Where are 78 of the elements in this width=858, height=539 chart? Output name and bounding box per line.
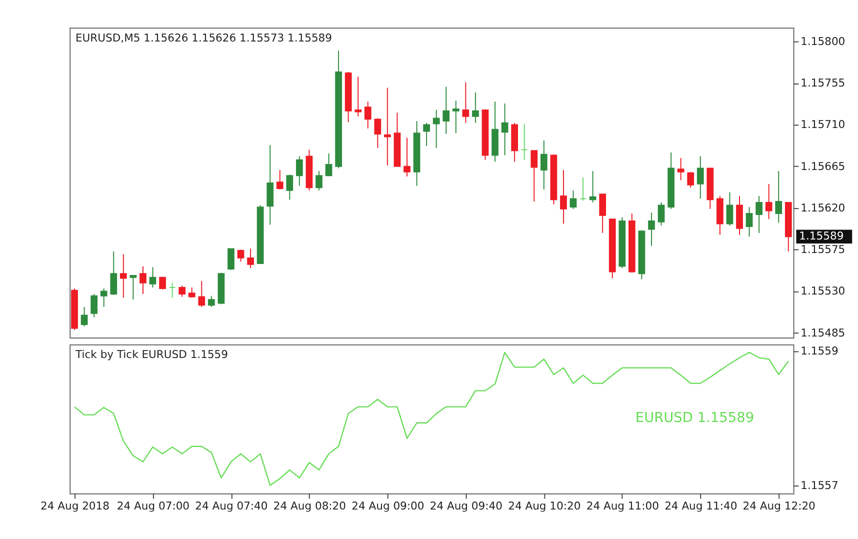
text: 1.15589 [799,230,844,243]
candlestick [130,275,137,300]
candlestick [159,276,166,290]
candlestick [530,150,538,202]
candlestick [374,118,382,148]
candlestick [452,100,460,134]
x-tick-label: 24 Aug 07:40 [195,500,268,513]
candlestick [168,282,176,298]
candlestick [384,87,391,166]
y-tick-label: 1.1559 [800,344,838,358]
candlestick [198,280,206,308]
candlestick [266,144,274,226]
candlestick [316,170,322,191]
chart-title: Tick by Tick EURUSD 1.1559 [74,348,228,362]
candlestick [120,254,127,298]
chart-title: EURUSD,M5 1.15626 1.15626 1.15573 1.15589 [76,31,332,44]
candlestick [570,190,577,210]
candlestick [247,248,254,269]
candlestick [423,122,430,147]
annotation: EURUSD 1.15589 [635,410,754,426]
candlestick [599,194,606,234]
candlestick [442,86,450,134]
line-series [74,352,789,486]
candlestick [775,170,782,224]
candlestick [501,102,508,156]
y-tick-label: 1.1557 [800,478,838,492]
candlestick [726,192,734,226]
x-tick-label: 24 Aug 09:40 [430,500,503,513]
y-tick-label: 1.15710 [800,118,846,132]
candlestick [364,101,372,129]
y-tick-label: 1.15800 [800,34,846,48]
candlestick [765,183,772,220]
candlestick [276,170,284,190]
candlestick [520,123,528,160]
candlestick [746,206,753,238]
x-tick-label: 24 Aug 12:20 [742,500,816,513]
candlestick [589,170,596,203]
candlestick [325,152,332,176]
y-tick-label: 1.15755 [800,76,846,90]
candlestick [696,156,704,200]
y-tick-label: 1.15575 [800,243,846,256]
candlestick [178,285,186,298]
candlestick [228,248,234,270]
y-tick-label: 1.15530 [800,284,846,298]
candlestick [560,170,567,224]
x-tick-label: 24 Aug 2018 [40,500,110,513]
candlestick [140,266,146,294]
candlestick [149,266,156,288]
candlestick [580,176,586,202]
candlestick [648,212,655,246]
y-tick-label: 1.15665 [800,160,846,173]
x-tick-label: 24 Aug 11:00 [586,500,660,513]
candlestick [208,295,215,308]
candlestick [462,82,470,124]
candlestick [658,202,665,226]
candlestick [100,288,108,308]
x-tick-label: 24 Aug 08:20 [273,500,346,513]
candlestick [687,171,694,188]
candlestick [404,137,410,178]
candlestick [286,174,294,200]
candlestick [756,195,762,234]
x-tick-label: 24 Aug 07:00 [116,500,190,513]
candlestick [677,158,684,181]
y-tick-label: 1.15485 [800,326,846,340]
candlestick [296,156,303,186]
candlestick [80,306,88,327]
x-tick-label: 24 Aug 09:00 [352,500,424,513]
candlestick [354,76,362,117]
candlestick [237,249,244,262]
x-tick-label: 24 Aug 11:40 [664,500,738,513]
candlestick [110,250,118,296]
candlestick [540,140,548,190]
candlestick [736,195,743,236]
x-tick-label: 24 Aug 10:20 [508,500,581,513]
candlestick [90,294,98,318]
candlestick [472,92,479,124]
candlestick [432,109,440,148]
y-tick-label: 1.15620 [800,201,846,214]
